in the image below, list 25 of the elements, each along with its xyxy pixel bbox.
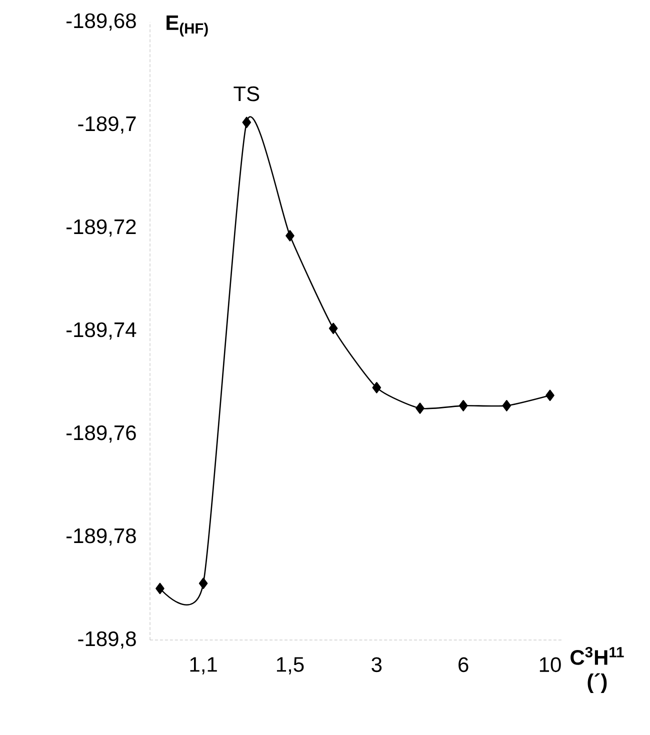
y-tick-label: -189,78 [66,528,136,546]
x-tick-label: 3 [372,657,382,672]
point [286,230,294,242]
point [198,578,208,589]
point [242,116,252,128]
point [546,390,554,402]
y-tick-label: -189,74 [66,322,136,340]
point [328,322,338,334]
point [458,400,468,412]
point [372,382,382,394]
point [416,402,424,414]
x-tick-label: 1,1 [190,657,217,674]
x-tick-label: 1,5 [276,657,304,674]
y-tick-label: -189,68 [66,13,136,31]
annotation: TS [234,86,260,102]
y-axis-title: E$_{(HF)}$ [166,15,208,37]
y-tick-label: -189,7 [78,116,136,134]
x-tick-label: 10 [540,657,561,672]
y-tick-label: -189,76 [66,425,136,443]
point [156,582,164,594]
point [502,400,512,412]
y-tick-label: -189,72 [66,219,136,237]
y-tick-label: -189,8 [78,631,136,649]
x-axis-title: C$^{3}$H$^{11}$ (´) [570,646,624,694]
x-tick-label: 6 [458,657,468,672]
